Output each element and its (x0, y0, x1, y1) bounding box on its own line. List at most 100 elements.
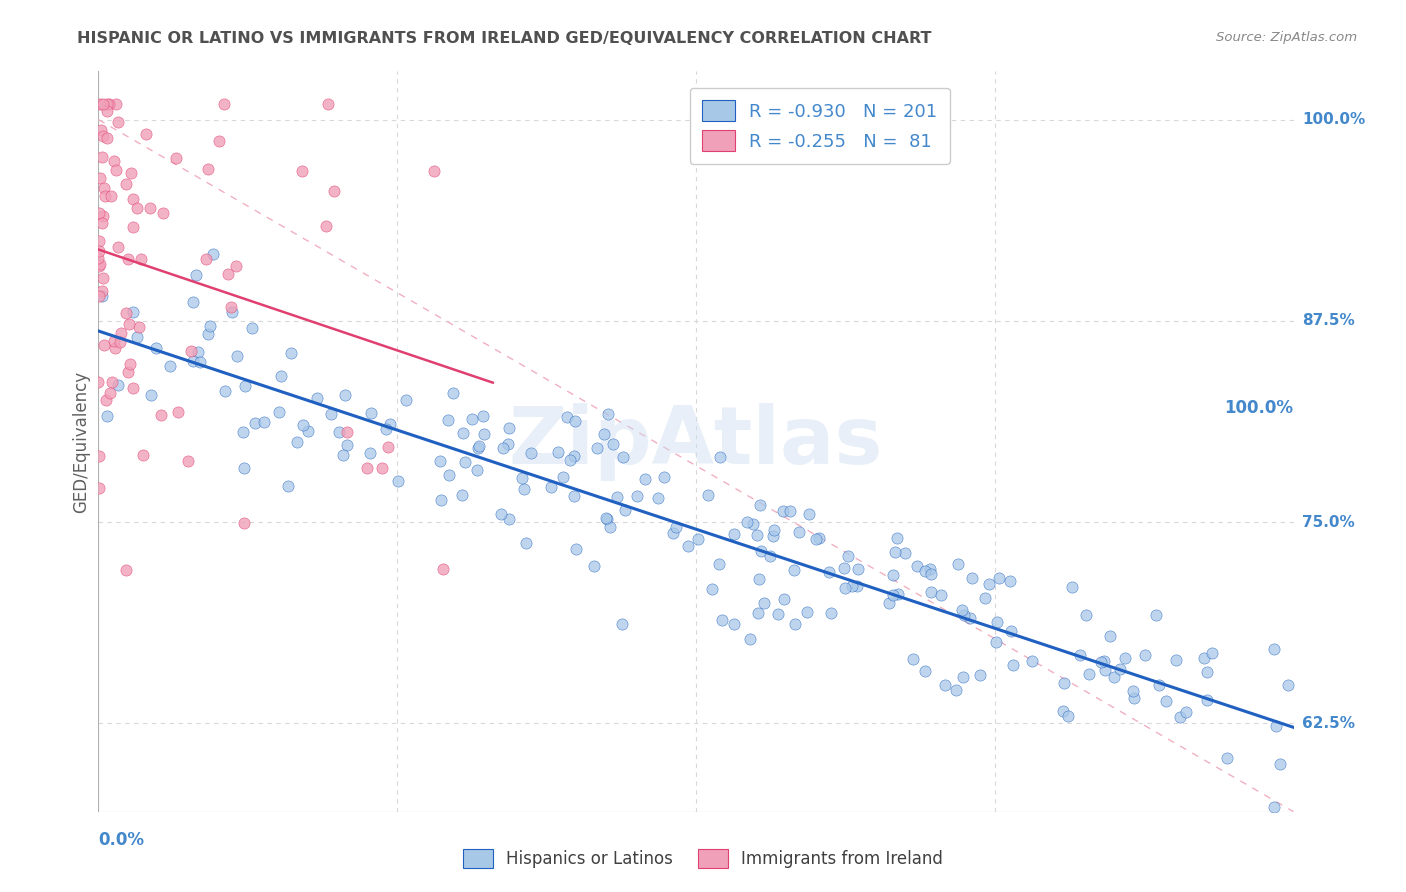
Point (122, 192, 145, 206)
Point (122, 381, 145, 395)
Point (225, 259, 247, 273)
Point (370, 461, 392, 475)
Point (1201, 646, 1223, 660)
Point (145, 341, 167, 355)
Point (547, 445, 569, 459)
Point (1146, 608, 1168, 623)
Point (1265, 719, 1288, 733)
Point (613, 503, 636, 517)
Point (1122, 690, 1144, 705)
Point (1260, 828, 1282, 842)
Point (626, 489, 648, 503)
Point (233, 516, 256, 530)
Point (98, 385, 121, 400)
Point (1166, 653, 1188, 667)
Point (91, 271, 114, 285)
Point (783, 563, 806, 577)
Point (797, 508, 820, 522)
Point (662, 526, 685, 541)
Point (817, 565, 839, 579)
Point (139, 388, 162, 402)
Point (115, 305, 138, 319)
Point (610, 617, 633, 632)
Point (181, 354, 204, 368)
Point (952, 671, 974, 685)
Point (117, 365, 139, 379)
Point (886, 531, 908, 545)
Point (723, 617, 745, 632)
Point (747, 606, 769, 620)
Point (120, 357, 142, 371)
Point (387, 475, 409, 489)
Point (319, 407, 342, 421)
Point (747, 528, 769, 542)
Point (748, 573, 770, 587)
Point (602, 437, 624, 451)
Point (553, 470, 575, 484)
Point (87, 259, 110, 273)
Point (945, 682, 967, 697)
Point (1057, 709, 1080, 723)
Point (1122, 684, 1144, 698)
Point (710, 613, 733, 627)
Text: 75.0%: 75.0% (1302, 515, 1354, 530)
Point (1195, 665, 1218, 680)
Point (513, 482, 536, 496)
Point (468, 438, 491, 452)
Point (564, 414, 586, 428)
Point (1149, 678, 1171, 692)
Point (297, 425, 319, 439)
Point (166, 405, 188, 419)
Point (465, 463, 488, 477)
Point (94, 188, 117, 202)
Point (918, 562, 941, 576)
Point (748, 498, 770, 512)
Point (253, 416, 276, 430)
Point (950, 603, 973, 617)
Point (749, 544, 772, 558)
Point (772, 504, 794, 518)
Point (429, 453, 451, 467)
Point (360, 406, 382, 420)
Point (217, 268, 239, 282)
Point (103, 334, 125, 348)
Point (472, 409, 495, 423)
Point (773, 592, 796, 607)
Point (491, 507, 513, 521)
Point (432, 562, 454, 576)
Point (208, 134, 231, 148)
Point (905, 559, 928, 574)
Point (1102, 670, 1125, 684)
Point (1001, 658, 1024, 673)
Point (585, 441, 607, 455)
Point (688, 533, 710, 547)
Point (492, 441, 515, 455)
Point (1053, 675, 1076, 690)
Point (1263, 800, 1285, 814)
Point (423, 163, 446, 178)
Point (176, 453, 198, 467)
Point (1170, 710, 1192, 724)
Point (634, 472, 657, 486)
Point (887, 587, 910, 601)
Point (315, 219, 337, 233)
Point (437, 413, 460, 427)
Point (107, 115, 129, 129)
Point (194, 252, 217, 267)
Point (110, 335, 132, 350)
Point (221, 305, 243, 319)
Point (1021, 654, 1043, 668)
Point (110, 326, 132, 340)
Point (877, 596, 900, 610)
Point (451, 425, 474, 440)
Point (336, 425, 359, 440)
Point (186, 268, 208, 283)
Point (1192, 650, 1215, 665)
Point (100, 188, 122, 202)
Point (280, 346, 302, 360)
Point (510, 471, 533, 485)
Point (149, 408, 172, 422)
Point (267, 405, 290, 419)
Point (93, 181, 115, 195)
Point (107, 377, 129, 392)
